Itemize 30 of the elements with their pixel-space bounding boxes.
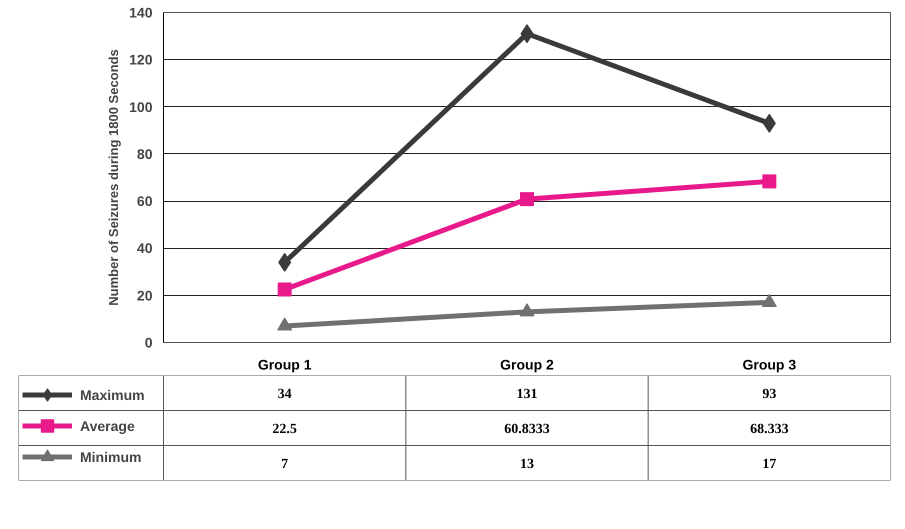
y-tick-label: 80 [136,146,153,162]
data-label: 131 [516,387,538,402]
point [520,303,534,316]
x-tick-label: Group 3 [742,356,796,372]
y-tick-label: 40 [136,240,153,256]
data-label: 68.333 [750,422,789,437]
point [762,174,776,188]
y-tick-label: 120 [129,52,153,68]
point [762,294,777,307]
y-tick-label: 0 [144,334,153,350]
data-label: 22.5 [272,422,297,437]
legend-label: Minimum [80,448,142,466]
y-tick-label: 20 [136,287,153,304]
legend-label: Average [80,416,135,436]
data-label: 34 [278,387,292,402]
point [277,317,292,331]
y-tick-label: 100 [129,98,153,115]
legend-label: Maximum [80,386,145,404]
data-label: 93 [762,387,776,402]
data-label: 13 [520,457,534,472]
data-label: 60.8333 [504,422,550,437]
x-tick-label: Group 2 [500,356,554,372]
data-label: 17 [762,457,776,472]
y-axis-title: Number of Seizures during 1800 Seconds [106,49,122,306]
data-label: 7 [281,457,288,472]
point [520,192,534,206]
x-tick-label: Group 1 [258,356,312,372]
y-tick-label: 60 [136,193,153,210]
y-tick-label: 140 [129,4,153,20]
point [278,282,292,296]
